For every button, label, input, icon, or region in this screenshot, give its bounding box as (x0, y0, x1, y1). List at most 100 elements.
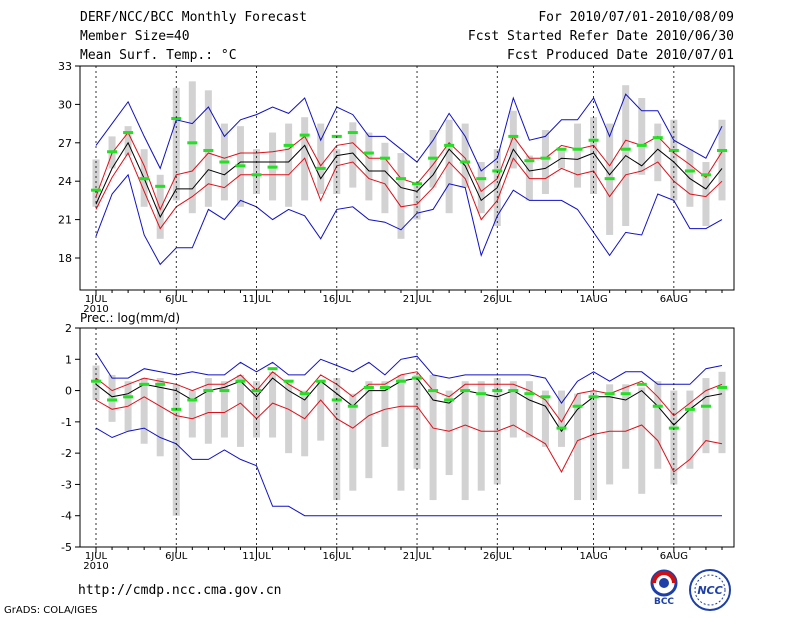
temp-observation-marker (299, 133, 310, 137)
prec-observation-marker (652, 404, 663, 408)
temp-observation-marker (668, 148, 679, 152)
bcc-logo: BCC (644, 568, 684, 610)
prec-observation-marker (299, 392, 310, 396)
prec-ensemble-box (413, 374, 421, 469)
temp-observation-marker (524, 159, 535, 163)
temp-ensemble-box (285, 123, 293, 207)
temp-observation-marker (267, 165, 278, 169)
temp-observation-marker (251, 173, 262, 177)
prec-observation-marker (395, 379, 406, 383)
temp-y-tick-label: 30 (58, 98, 72, 111)
prec-max-line (95, 352, 723, 404)
prec-observation-marker (267, 367, 278, 371)
prec-observation-marker (636, 382, 647, 386)
temp-observation-marker (219, 160, 230, 164)
temp-x-year-label: 2010 (83, 304, 108, 315)
prec-observation-marker (444, 398, 455, 402)
temp-observation-marker (187, 141, 198, 145)
member-size-label: Member Size=40 (80, 29, 190, 44)
prec-observation-marker (508, 389, 519, 393)
prec-ensemble-box (702, 378, 710, 454)
temp-observation-marker (428, 156, 439, 160)
temp-observation-marker (556, 147, 567, 151)
prec-ensemble-box (509, 381, 517, 438)
prec-ensemble-box (204, 378, 212, 444)
temp-y-tick-label: 33 (58, 60, 72, 73)
prec-y-tick-label: -1 (61, 416, 72, 429)
prec-lower-spread-line (95, 396, 723, 473)
prec-ensemble-mean-line (95, 377, 723, 433)
prec-observation-marker (363, 385, 374, 389)
prec-x-year-label: 2010 (83, 561, 108, 572)
source-url[interactable]: http://cmdp.ncc.cma.gov.cn (78, 583, 282, 598)
temp-ensemble-box (204, 90, 212, 207)
temp-observation-marker (171, 116, 182, 120)
prec-observation-marker (428, 389, 439, 393)
prec-ensemble-box (606, 384, 614, 485)
prec-min-line (95, 427, 722, 517)
prec-ensemble-box (686, 390, 694, 469)
temp-observation-marker (684, 169, 695, 173)
prec-y-tick-label: 2 (65, 322, 72, 335)
temp-observation-marker (139, 177, 150, 181)
temp-observation-marker (379, 156, 390, 160)
temp-min-line (95, 173, 723, 266)
temp-ensemble-box (541, 130, 549, 194)
temp-ensemble-box (477, 162, 485, 214)
temp-observation-marker (347, 131, 358, 135)
temp-observation-marker (412, 182, 423, 186)
prec-ensemble-box (301, 390, 309, 457)
prec-observation-marker (219, 389, 230, 393)
prec-ensemble-box (429, 374, 437, 501)
temp-ensemble-box (574, 123, 582, 188)
prec-x-tick-label: 26JUL (483, 551, 512, 562)
temp-observation-marker (700, 173, 711, 177)
temp-y-tick-label: 21 (58, 214, 72, 227)
forecast-produced-date: Fcst Produced Date 2010/07/01 (507, 48, 734, 63)
prec-ensemble-box (525, 381, 533, 438)
prec-x-tick-label: 16JUL (322, 551, 351, 562)
prec-observation-marker (476, 392, 487, 396)
temp-ensemble-box (670, 119, 678, 201)
temp-observation-marker (395, 177, 406, 181)
prec-observation-marker (107, 398, 118, 402)
prec-ensemble-box (557, 390, 565, 447)
temp-ensemble-box (638, 98, 646, 175)
temp-ensemble-box (718, 119, 726, 201)
temp-observation-marker (476, 177, 487, 181)
prec-observation-marker (283, 379, 294, 383)
prec-panel-title: Prec.: log(mm/d) (80, 311, 180, 325)
temp-observation-marker (636, 143, 647, 147)
temp-upper-spread-line (95, 131, 723, 211)
ncc-logo: NCC (686, 568, 734, 616)
prec-upper-spread-line (95, 371, 723, 423)
temp-observation-marker (444, 143, 455, 147)
bcc-logo-text: BCC (654, 597, 674, 606)
prec-observation-marker (139, 382, 150, 386)
prec-ensemble-box (269, 371, 277, 438)
forecast-started-date: Fcst Started Refer Date 2010/06/30 (467, 29, 734, 44)
prec-observation-marker (123, 395, 134, 399)
prec-y-tick-label: 0 (65, 385, 72, 398)
prec-ensemble-box (461, 381, 469, 501)
prec-observation-marker (203, 389, 214, 393)
temp-ensemble-box (172, 87, 180, 201)
temp-observation-marker (283, 143, 294, 147)
temp-observation-marker (155, 184, 166, 188)
prec-observation-marker (524, 392, 535, 396)
prec-observation-marker (540, 395, 551, 399)
temp-ensemble-box (461, 123, 469, 188)
forecast-period: For 2010/07/01-2010/08/09 (538, 10, 734, 25)
prec-ensemble-box (670, 390, 678, 485)
prec-observation-marker (315, 379, 326, 383)
prec-observation-marker (187, 398, 198, 402)
prec-observation-marker (460, 389, 471, 393)
temp-ensemble-box (92, 159, 100, 207)
temp-observation-marker (717, 148, 727, 152)
temp-plot-frame (79, 65, 735, 291)
prec-ensemble-box (92, 365, 100, 400)
temp-x-tick-label: 1JUL (85, 294, 108, 305)
temp-ensemble-box (397, 153, 405, 239)
temp-observation-marker (203, 148, 214, 152)
